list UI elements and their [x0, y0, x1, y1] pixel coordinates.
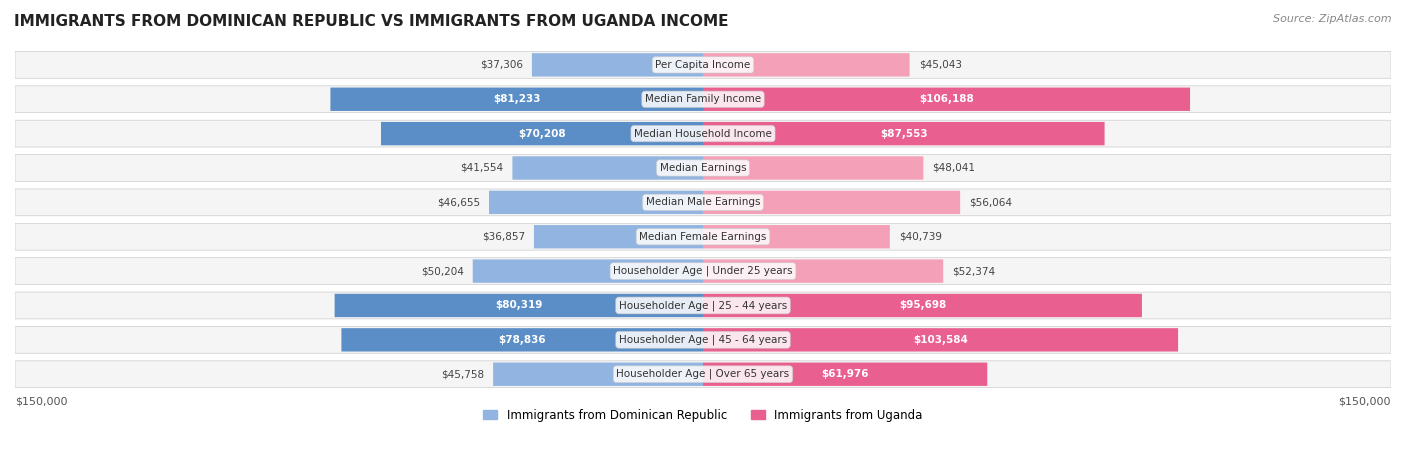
Text: $150,000: $150,000	[1339, 396, 1391, 407]
FancyBboxPatch shape	[703, 225, 890, 248]
Text: $87,553: $87,553	[880, 128, 928, 139]
Text: $61,976: $61,976	[821, 369, 869, 379]
FancyBboxPatch shape	[15, 155, 1391, 181]
FancyBboxPatch shape	[494, 362, 703, 386]
FancyBboxPatch shape	[15, 223, 1391, 250]
FancyBboxPatch shape	[703, 122, 1105, 145]
Text: Householder Age | 45 - 64 years: Householder Age | 45 - 64 years	[619, 334, 787, 345]
FancyBboxPatch shape	[703, 328, 1178, 352]
FancyBboxPatch shape	[381, 122, 703, 145]
Text: $95,698: $95,698	[898, 300, 946, 311]
FancyBboxPatch shape	[335, 294, 703, 317]
Text: $78,836: $78,836	[498, 335, 546, 345]
FancyBboxPatch shape	[703, 156, 924, 180]
Text: Source: ZipAtlas.com: Source: ZipAtlas.com	[1274, 14, 1392, 24]
Text: $50,204: $50,204	[420, 266, 464, 276]
Text: $103,584: $103,584	[912, 335, 967, 345]
Text: Householder Age | Under 25 years: Householder Age | Under 25 years	[613, 266, 793, 276]
Text: $45,758: $45,758	[441, 369, 484, 379]
Text: $80,319: $80,319	[495, 300, 543, 311]
Text: Median Family Income: Median Family Income	[645, 94, 761, 104]
Text: $52,374: $52,374	[952, 266, 995, 276]
FancyBboxPatch shape	[15, 326, 1391, 353]
Text: Householder Age | Over 65 years: Householder Age | Over 65 years	[616, 369, 790, 380]
FancyBboxPatch shape	[534, 225, 703, 248]
Text: Householder Age | 25 - 44 years: Householder Age | 25 - 44 years	[619, 300, 787, 311]
Text: $41,554: $41,554	[460, 163, 503, 173]
Text: Median Female Earnings: Median Female Earnings	[640, 232, 766, 242]
Legend: Immigrants from Dominican Republic, Immigrants from Uganda: Immigrants from Dominican Republic, Immi…	[478, 404, 928, 427]
Text: $106,188: $106,188	[920, 94, 974, 104]
FancyBboxPatch shape	[15, 189, 1391, 216]
FancyBboxPatch shape	[330, 87, 703, 111]
FancyBboxPatch shape	[15, 361, 1391, 388]
Text: $37,306: $37,306	[479, 60, 523, 70]
Text: $36,857: $36,857	[482, 232, 524, 242]
Text: $48,041: $48,041	[932, 163, 976, 173]
FancyBboxPatch shape	[15, 51, 1391, 78]
FancyBboxPatch shape	[15, 86, 1391, 113]
FancyBboxPatch shape	[531, 53, 703, 77]
FancyBboxPatch shape	[703, 294, 1142, 317]
Text: $70,208: $70,208	[519, 128, 565, 139]
Text: Median Earnings: Median Earnings	[659, 163, 747, 173]
Text: $56,064: $56,064	[969, 198, 1012, 207]
Text: Median Male Earnings: Median Male Earnings	[645, 198, 761, 207]
FancyBboxPatch shape	[512, 156, 703, 180]
FancyBboxPatch shape	[703, 191, 960, 214]
Text: IMMIGRANTS FROM DOMINICAN REPUBLIC VS IMMIGRANTS FROM UGANDA INCOME: IMMIGRANTS FROM DOMINICAN REPUBLIC VS IM…	[14, 14, 728, 29]
FancyBboxPatch shape	[703, 53, 910, 77]
FancyBboxPatch shape	[703, 87, 1189, 111]
Text: $150,000: $150,000	[15, 396, 67, 407]
FancyBboxPatch shape	[489, 191, 703, 214]
FancyBboxPatch shape	[15, 258, 1391, 284]
FancyBboxPatch shape	[15, 292, 1391, 319]
FancyBboxPatch shape	[703, 362, 987, 386]
Text: $81,233: $81,233	[494, 94, 540, 104]
Text: $40,739: $40,739	[898, 232, 942, 242]
Text: Median Household Income: Median Household Income	[634, 128, 772, 139]
FancyBboxPatch shape	[472, 259, 703, 283]
FancyBboxPatch shape	[703, 259, 943, 283]
FancyBboxPatch shape	[15, 120, 1391, 147]
Text: Per Capita Income: Per Capita Income	[655, 60, 751, 70]
FancyBboxPatch shape	[342, 328, 703, 352]
Text: $45,043: $45,043	[918, 60, 962, 70]
Text: $46,655: $46,655	[437, 198, 479, 207]
